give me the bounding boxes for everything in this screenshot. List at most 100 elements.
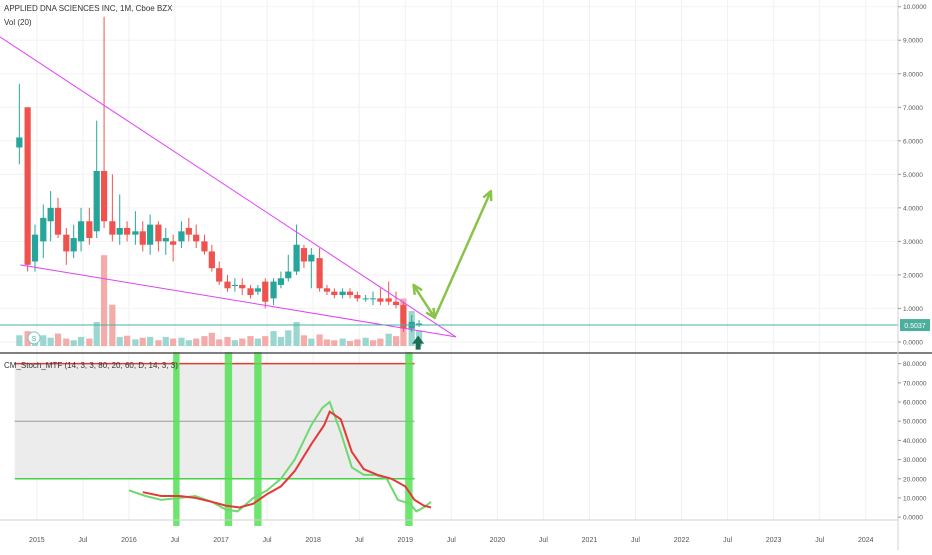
- candle-body[interactable]: [40, 217, 47, 242]
- volume-label: Vol (20): [4, 18, 32, 27]
- candle-body[interactable]: [147, 224, 154, 245]
- candle-body[interactable]: [346, 291, 354, 296]
- candle-body[interactable]: [385, 298, 392, 302]
- candle-body[interactable]: [216, 268, 223, 282]
- volume-bar: [147, 336, 154, 346]
- candle-body[interactable]: [308, 254, 315, 262]
- candle-body[interactable]: [109, 221, 116, 235]
- candle-body[interactable]: [63, 234, 70, 252]
- candle-body[interactable]: [316, 258, 323, 289]
- time-axis-label: Jul: [447, 537, 456, 544]
- time-axis-label: 2021: [582, 537, 598, 544]
- volume-bar: [86, 338, 93, 346]
- volume-bar: [239, 338, 246, 346]
- candle-body[interactable]: [178, 231, 185, 242]
- time-axis-label: 2022: [674, 537, 690, 544]
- candle-body[interactable]: [208, 251, 215, 269]
- price-axis-label: 10.0000: [903, 4, 927, 11]
- candle-body[interactable]: [339, 291, 346, 296]
- candle-body[interactable]: [132, 231, 139, 235]
- volume-bar: [193, 338, 200, 346]
- volume-bar: [254, 338, 261, 346]
- candle-body[interactable]: [300, 248, 308, 262]
- volume-bar: [70, 340, 77, 346]
- volume-bar: [293, 322, 300, 346]
- time-axis-label: 2018: [305, 537, 321, 544]
- buy-signal-arrow-icon: [412, 335, 425, 350]
- candle-body[interactable]: [377, 298, 384, 302]
- candle-body[interactable]: [392, 301, 400, 306]
- volume-bar: [47, 337, 54, 346]
- candle-body[interactable]: [185, 227, 192, 235]
- candle-body[interactable]: [323, 288, 331, 292]
- candle-body[interactable]: [100, 170, 108, 222]
- volume-bar: [54, 333, 62, 346]
- candle-body[interactable]: [254, 288, 261, 292]
- candle-body[interactable]: [362, 298, 369, 300]
- candle-body[interactable]: [277, 278, 285, 285]
- symbol-title: APPLIED DNA SCIENCES INC, 1M, Cboe BZX: [4, 4, 173, 13]
- volume-bar: [346, 341, 354, 346]
- stoch-axis-label: 50.0000: [903, 419, 927, 426]
- signal-highlight-bar: [173, 352, 180, 526]
- time-axis-label: 2015: [29, 537, 45, 544]
- projection-arrow[interactable]: [412, 190, 493, 320]
- volume-bar: [224, 336, 231, 346]
- candle-body[interactable]: [293, 244, 300, 272]
- candle-body[interactable]: [170, 241, 177, 245]
- candle-body[interactable]: [400, 305, 407, 329]
- time-axis-label: Jul: [723, 537, 732, 544]
- candle-body[interactable]: [16, 137, 23, 148]
- candle-body[interactable]: [70, 238, 77, 252]
- candle-body[interactable]: [54, 207, 62, 235]
- candle-body[interactable]: [162, 238, 169, 242]
- candle-body[interactable]: [123, 227, 131, 235]
- candle-body[interactable]: [239, 284, 246, 289]
- candle-body[interactable]: [93, 170, 100, 232]
- time-axis-label: Jul: [263, 537, 272, 544]
- candle-body[interactable]: [77, 221, 85, 242]
- time-axis-label: 2016: [121, 537, 137, 544]
- candle-body[interactable]: [24, 107, 31, 265]
- stoch-axis-label: 0.0000: [903, 515, 923, 522]
- volume-bar: [354, 339, 361, 346]
- time-axis-label: Jul: [78, 537, 87, 544]
- stoch-axis-label: 80.0000: [903, 361, 927, 368]
- price-axis-label: 5.0000: [903, 172, 923, 179]
- candle-body[interactable]: [47, 207, 54, 222]
- candle-body[interactable]: [193, 234, 200, 242]
- volume-bar: [277, 336, 285, 346]
- price-axis-label: 2.0000: [903, 272, 923, 279]
- candle-body[interactable]: [415, 323, 423, 326]
- volume-bar: [262, 336, 269, 346]
- time-axis-label: Jul: [355, 537, 364, 544]
- candle-body[interactable]: [139, 231, 146, 245]
- candle-body[interactable]: [270, 281, 277, 299]
- trendline[interactable]: [0, 36, 457, 338]
- candle-body[interactable]: [201, 241, 208, 252]
- time-axis-label: 2020: [490, 537, 506, 544]
- time-axis-label: Jul: [815, 537, 824, 544]
- candle-body[interactable]: [86, 221, 93, 239]
- volume-bar: [247, 336, 254, 346]
- s-badge-icon[interactable]: [27, 331, 41, 345]
- candle-body[interactable]: [224, 281, 231, 289]
- candle-body[interactable]: [331, 291, 338, 296]
- candle-body[interactable]: [31, 234, 39, 262]
- volume-bar: [285, 330, 292, 346]
- volume-bar: [339, 338, 346, 346]
- candle-body[interactable]: [247, 288, 254, 296]
- stoch-axis-label: 60.0000: [903, 400, 927, 407]
- time-axis-label: 2023: [766, 537, 782, 544]
- candle-body[interactable]: [262, 281, 269, 302]
- volume-bar: [323, 339, 331, 346]
- candle-body[interactable]: [285, 271, 292, 279]
- candle-body[interactable]: [155, 224, 162, 242]
- candle-body[interactable]: [116, 227, 123, 235]
- candle-body[interactable]: [231, 284, 238, 286]
- volume-bar: [270, 331, 277, 346]
- time-axis-label: 2017: [213, 537, 229, 544]
- candle-body[interactable]: [354, 295, 361, 299]
- candle-body[interactable]: [369, 298, 377, 300]
